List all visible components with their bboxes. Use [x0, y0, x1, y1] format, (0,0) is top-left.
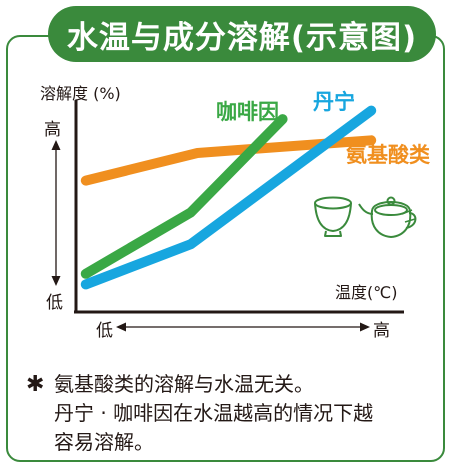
footnote-line-2: 丹宁 · 咖啡因在水温越高的情况下越: [54, 401, 374, 425]
x-range-arrowhead-left: [116, 322, 126, 332]
series-label-caffeine: 咖啡因: [216, 100, 279, 124]
series-line-caffeine: [80, 114, 288, 279]
y-range-arrowhead-up: [51, 140, 61, 150]
asterisk-icon: ✱: [26, 372, 45, 397]
x-range-arrowhead-right: [360, 322, 370, 332]
page-title: 水温与成分溶解(示意图): [48, 6, 436, 62]
footnote-line-1: 氨基酸类的溶解与水温无关。: [54, 372, 314, 396]
y-range-arrowhead-down: [51, 276, 61, 286]
series-label-amino-acids: 氨基酸类: [346, 143, 430, 167]
series-line-tannin: [80, 105, 377, 290]
series-layer: [80, 105, 377, 290]
footnote-line-3: 容易溶解。: [54, 430, 154, 454]
x-tick-high: 高: [373, 321, 390, 341]
y-tick-high: 高: [44, 120, 61, 140]
series-label-tannin: 丹宁: [313, 90, 355, 114]
teapot-icon: [358, 196, 417, 238]
x-tick-low: 低: [96, 321, 113, 341]
x-axis-title: 温度(℃): [335, 283, 398, 302]
teacup-icon: [314, 196, 352, 237]
series-line-amino-acids: [80, 135, 377, 186]
y-tick-low: 低: [46, 293, 63, 313]
y-axis-title: 溶解度 (%): [40, 84, 121, 103]
